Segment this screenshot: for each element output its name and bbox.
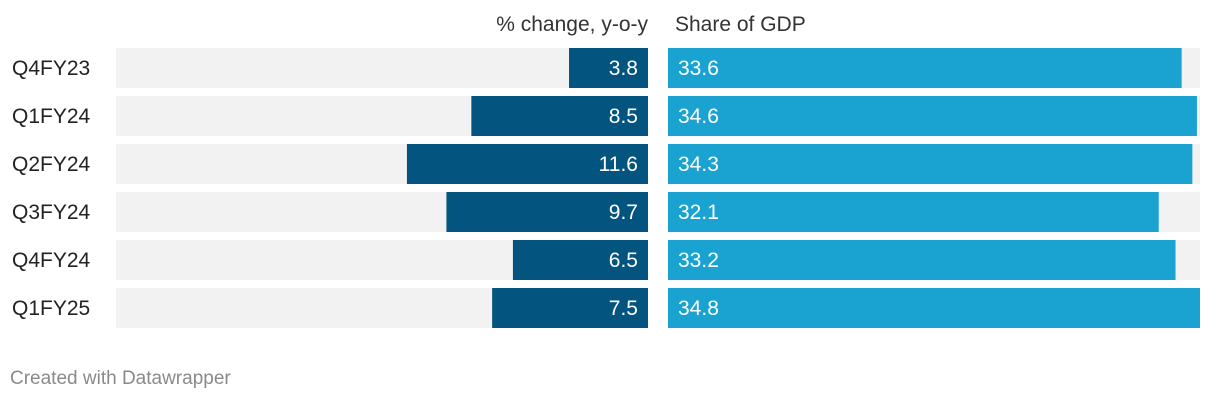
yoy-change-bar — [492, 288, 648, 328]
gdp-share-bar — [668, 48, 1182, 88]
yoy-change-value-label: 7.5 — [609, 297, 638, 320]
yoy-change-value-label: 9.7 — [609, 201, 638, 224]
left-series-header: % change, y-o-y — [496, 13, 648, 36]
yoy-change-value-label: 8.5 — [609, 105, 638, 128]
gdp-share-bar — [668, 144, 1193, 184]
category-label: Q1FY25 — [12, 297, 90, 320]
gdp-share-value-label: 34.3 — [678, 153, 719, 176]
category-label: Q3FY24 — [12, 201, 91, 224]
gdp-share-value-label: 33.6 — [678, 57, 719, 80]
right-series-header: Share of GDP — [675, 13, 806, 36]
gdp-share-value-label: 33.2 — [678, 249, 719, 272]
category-label: Q1FY24 — [12, 105, 91, 128]
yoy-change-bar — [569, 48, 648, 88]
yoy-change-value-label: 3.8 — [609, 57, 638, 80]
category-label: Q4FY23 — [12, 57, 90, 80]
left-track — [116, 48, 648, 88]
gdp-share-bar — [668, 240, 1176, 280]
yoy-change-bar — [512, 240, 648, 280]
gdp-share-bar — [668, 288, 1200, 328]
gdp-share-value-label: 34.6 — [678, 105, 719, 128]
yoy-change-bar — [406, 144, 648, 184]
gdp-share-value-label: 34.8 — [678, 297, 719, 320]
gdp-share-bar — [668, 192, 1159, 232]
category-label: Q4FY24 — [12, 249, 91, 272]
yoy-change-value-label: 6.5 — [609, 249, 638, 272]
chart-rows: Q4FY23 3.8 33.6 Q1FY24 8.5 34.6 Q2FY24 11.6 34.3… — [12, 48, 1200, 328]
gdp-share-bar — [668, 96, 1197, 136]
footer-credit: Created with Datawrapper — [10, 368, 231, 389]
yoy-change-bar — [446, 192, 648, 232]
category-label: Q2FY24 — [12, 153, 91, 176]
yoy-change-bar — [471, 96, 648, 136]
yoy-change-value-label: 11.6 — [599, 153, 638, 176]
gdp-share-value-label: 32.1 — [678, 201, 719, 224]
